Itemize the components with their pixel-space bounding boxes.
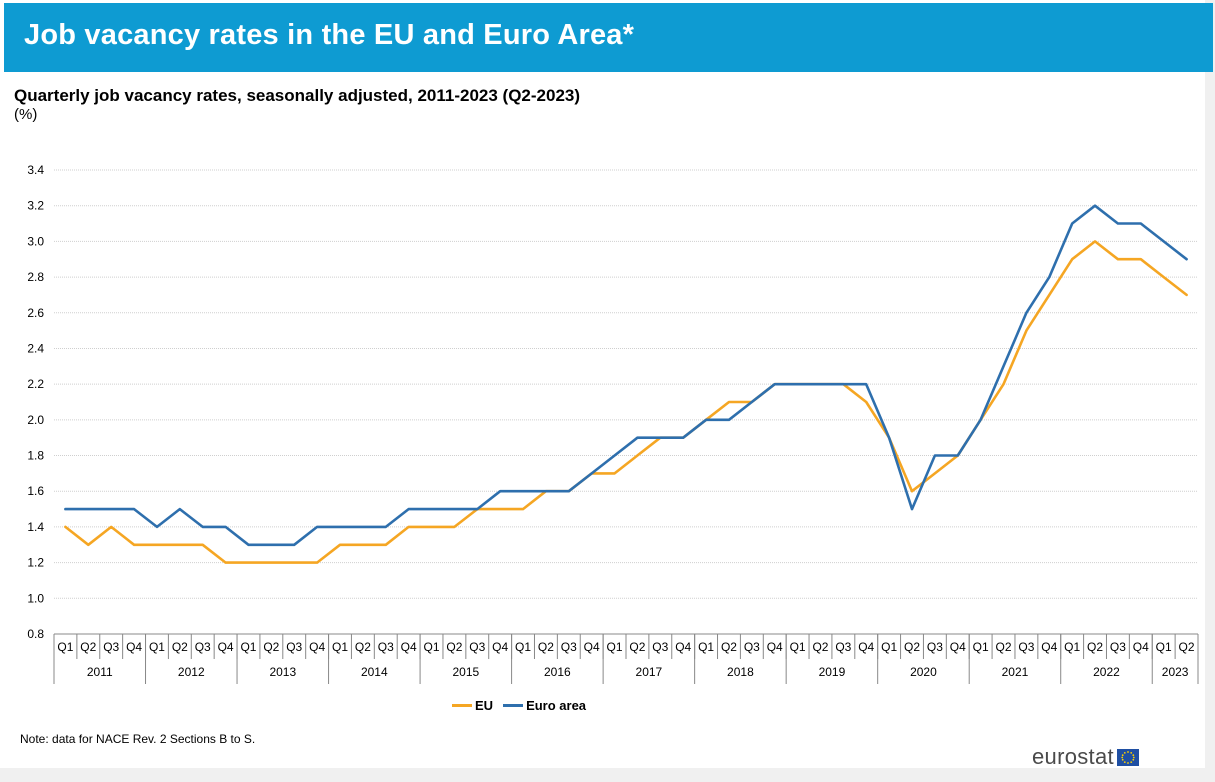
legend-label-eu: EU xyxy=(475,697,494,713)
y-tick-label: 2.0 xyxy=(27,413,44,427)
x-tick-label-quarter: Q3 xyxy=(103,640,119,654)
x-tick-label-quarter: Q1 xyxy=(698,640,714,654)
x-tick-label-year: 2021 xyxy=(1002,665,1029,679)
y-tick-label: 3.0 xyxy=(27,234,44,248)
x-tick-label-quarter: Q2 xyxy=(80,640,96,654)
x-tick-label-quarter: Q2 xyxy=(263,640,279,654)
y-tick-label: 1.6 xyxy=(27,484,44,498)
x-tick-label-quarter: Q4 xyxy=(584,640,600,654)
y-tick-label: 1.2 xyxy=(27,556,44,570)
x-tick-label-quarter: Q3 xyxy=(1018,640,1034,654)
x-tick-label-quarter: Q4 xyxy=(950,640,966,654)
legend-item-euro-area: Euro area xyxy=(503,698,586,713)
logo-text: eurostat xyxy=(1032,744,1114,769)
x-tick-label-year: 2012 xyxy=(178,665,205,679)
x-tick-label-quarter: Q3 xyxy=(1110,640,1126,654)
line-chart: 0.8 1.0 1.2 1.4 1.6 1.8 2.0 2.2 2.4 2.6 2.8 3.0 3.2 3… xyxy=(27,163,1199,684)
x-tick-label-quarter: Q3 xyxy=(469,640,485,654)
x-tick-label-quarter: Q2 xyxy=(446,640,462,654)
x-tick-label-quarter: Q1 xyxy=(881,640,897,654)
x-tick-label-year: 2011 xyxy=(87,665,113,679)
legend-swatch-eu xyxy=(452,703,472,707)
y-tick-label: 1.8 xyxy=(27,449,44,463)
x-tick-label-quarter: Q2 xyxy=(1087,640,1103,654)
page-title: Job vacancy rates in the EU and Euro Are… xyxy=(24,19,635,51)
series-line-eu xyxy=(64,240,1188,564)
x-tick-label-quarter: Q4 xyxy=(492,640,508,654)
x-tick-label-year: 2019 xyxy=(819,665,846,679)
x-tick-label-year: 2013 xyxy=(269,665,296,679)
unit-label: (%) xyxy=(14,106,38,123)
legend-swatch-euro-area xyxy=(503,703,524,707)
x-tick-label-year: 2020 xyxy=(910,665,937,679)
legend-item-eu: EU xyxy=(452,698,493,713)
y-tick-label: 2.6 xyxy=(27,306,44,320)
x-tick-label-year: 2023 xyxy=(1162,665,1189,679)
x-tick-label-quarter: Q4 xyxy=(675,640,691,654)
y-tick-label: 3.4 xyxy=(27,163,44,177)
x-tick-label-quarter: Q3 xyxy=(195,640,211,654)
x-tick-label-quarter: Q1 xyxy=(1156,640,1172,654)
x-tick-label-quarter: Q4 xyxy=(401,640,417,654)
x-tick-label-quarter: Q1 xyxy=(515,640,531,654)
legend-label-euro-area: Euro area xyxy=(526,697,587,713)
x-tick-label-year: 2022 xyxy=(1093,665,1120,679)
chart-subtitle: Quarterly job vacancy rates, seasonally … xyxy=(14,86,581,105)
x-tick-label-quarter: Q4 xyxy=(767,640,783,654)
x-tick-label-quarter: Q4 xyxy=(1133,640,1149,654)
x-tick-label-quarter: Q3 xyxy=(927,640,943,654)
x-tick-label-quarter: Q2 xyxy=(812,640,828,654)
x-tick-label-quarter: Q3 xyxy=(378,640,394,654)
eu-flag-icon xyxy=(1116,748,1139,766)
x-tick-label-quarter: Q3 xyxy=(652,640,668,654)
x-tick-label-quarter: Q3 xyxy=(286,640,302,654)
x-tick-label-year: 2015 xyxy=(452,665,479,679)
x-tick-label-quarter: Q4 xyxy=(1041,640,1057,654)
x-tick-label-year: 2014 xyxy=(361,665,388,679)
x-tick-label-quarter: Q4 xyxy=(218,640,234,654)
x-tick-label-quarter: Q2 xyxy=(538,640,554,654)
x-tick-label-quarter: Q1 xyxy=(332,640,348,654)
y-tick-label: 1.0 xyxy=(27,591,44,605)
x-tick-label-quarter: Q1 xyxy=(1064,640,1080,654)
x-tick-label-quarter: Q4 xyxy=(126,640,142,654)
y-tick-label: 0.8 xyxy=(27,627,44,641)
x-tick-label-quarter: Q2 xyxy=(721,640,737,654)
x-tick-label-quarter: Q1 xyxy=(607,640,623,654)
x-tick-label-quarter: Q1 xyxy=(973,640,989,654)
x-tick-label-quarter: Q2 xyxy=(904,640,920,654)
y-tick-label: 2.8 xyxy=(27,270,44,284)
x-tick-label-quarter: Q1 xyxy=(240,640,256,654)
x-tick-label-year: 2016 xyxy=(544,665,571,679)
x-tick-label-quarter: Q4 xyxy=(858,640,874,654)
x-tick-label-quarter: Q2 xyxy=(996,640,1012,654)
x-tick-label-quarter: Q1 xyxy=(790,640,806,654)
title-banner: Job vacancy rates in the EU and Euro Are… xyxy=(4,3,1213,72)
y-tick-label: 1.4 xyxy=(27,520,44,534)
x-tick-label-quarter: Q4 xyxy=(309,640,325,654)
x-tick-label-year: 2017 xyxy=(636,665,663,679)
x-tick-label-quarter: Q3 xyxy=(835,640,851,654)
x-tick-label-year: 2018 xyxy=(727,665,754,679)
x-tick-label-quarter: Q1 xyxy=(424,640,440,654)
footnote: Note: data for NACE Rev. 2 Sections B to… xyxy=(20,732,256,746)
eurostat-logo: eurostat xyxy=(1032,744,1139,770)
x-tick-label-quarter: Q2 xyxy=(1179,640,1195,654)
x-tick-label-quarter: Q2 xyxy=(355,640,371,654)
x-tick-label-quarter: Q1 xyxy=(149,640,165,654)
x-tick-label-quarter: Q2 xyxy=(172,640,188,654)
y-tick-label: 3.2 xyxy=(27,199,44,213)
series-line-euro-area xyxy=(64,204,1188,547)
x-tick-label-quarter: Q1 xyxy=(57,640,73,654)
x-tick-label-quarter: Q2 xyxy=(629,640,645,654)
legend: EU Euro area xyxy=(452,696,596,714)
y-tick-label: 2.4 xyxy=(27,341,44,355)
y-tick-label: 2.2 xyxy=(27,377,44,391)
x-tick-label-quarter: Q3 xyxy=(561,640,577,654)
x-tick-label-quarter: Q3 xyxy=(744,640,760,654)
